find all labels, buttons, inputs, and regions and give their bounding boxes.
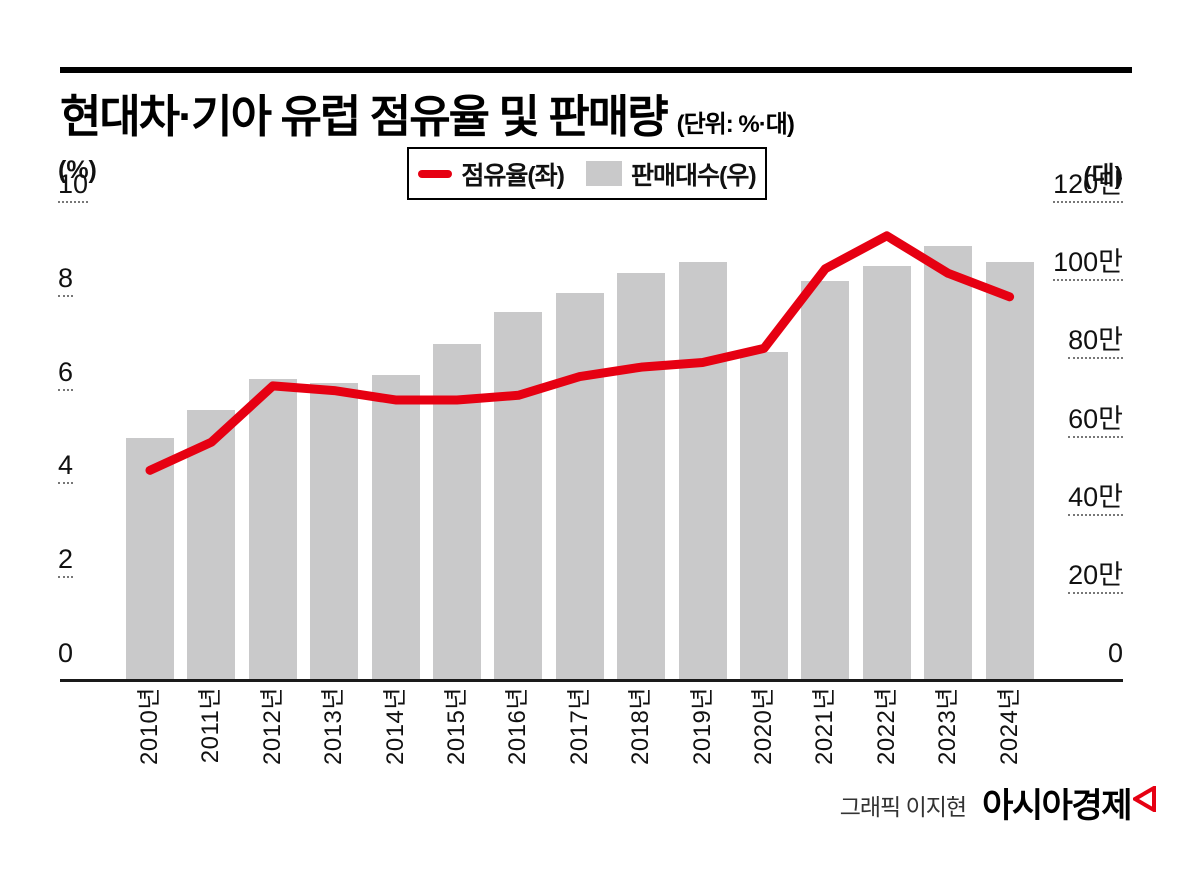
legend-bar-swatch: [586, 161, 622, 186]
graphic-credit: 그래픽 이지현: [839, 794, 967, 820]
publisher-logo: 아시아경제: [982, 787, 1132, 825]
x-axis-label-2010년: 2010년: [136, 687, 163, 765]
x-axis-label-2018년: 2018년: [627, 687, 655, 765]
left-axis-tick-4: 4: [58, 450, 74, 485]
x-axis-label-2021년: 2021년: [811, 687, 839, 765]
bar-2018년: [617, 273, 666, 679]
left-axis-tick-6: 6: [58, 357, 74, 391]
right-axis-tick-20만: 20만: [1068, 560, 1123, 594]
x-axis-line: [60, 679, 1123, 682]
left-axis-tick-8: 8: [58, 263, 74, 297]
bar-2014년: [371, 374, 420, 679]
bar-2015년: [433, 343, 481, 679]
chart-legend: 점유율(좌) 판매대수(우): [407, 147, 767, 200]
x-axis-label-2019년: 2019년: [688, 687, 716, 765]
bar-2022년: [862, 265, 911, 679]
title-text: 현대차·기아 유럽 점유율 및 판매량: [60, 91, 669, 142]
bar-2021년: [801, 281, 850, 679]
legend-label-share: 점유율(좌): [461, 161, 565, 190]
x-axis-label-2013년: 2013년: [320, 687, 348, 765]
bar-2013년: [310, 382, 359, 679]
bar-2020년: [740, 351, 788, 679]
x-axis-label-2014년: 2014년: [381, 687, 409, 765]
top-rule: [60, 67, 1132, 73]
right-axis-header: (대): [1083, 162, 1123, 190]
x-axis-label-2023년: 2023년: [934, 687, 962, 765]
right-axis-tick-40만: 40만: [1068, 482, 1123, 516]
right-axis-tick-0: 0: [1107, 638, 1123, 668]
bar-2012년: [248, 378, 297, 679]
left-axis-header: (%): [58, 156, 97, 184]
title-unit: (단위: %·대): [676, 111, 795, 138]
right-axis-tick-100만: 100만: [1053, 247, 1123, 282]
footer: 그래픽 이지현 아시아경제: [839, 786, 1157, 825]
left-axis-tick-0: 0: [58, 638, 74, 668]
x-axis-label-2012년: 2012년: [258, 687, 286, 765]
legend-label-sales: 판매대수(우): [631, 161, 757, 190]
bar-2024년: [985, 261, 1034, 679]
left-axis-tick-2: 2: [58, 544, 74, 579]
x-axis-label-2017년: 2017년: [565, 687, 593, 765]
left-axis-tick-10: 10: [58, 169, 89, 203]
legend-line-swatch: [418, 169, 453, 178]
right-axis-tick-80만: 80만: [1068, 325, 1123, 360]
right-axis-tick-60만: 60만: [1068, 404, 1123, 438]
right-axis-tick-120만: 120만: [1053, 169, 1123, 203]
bar-2023년: [924, 245, 973, 679]
bar-2017년: [555, 292, 604, 679]
x-axis-label-2022년: 2022년: [872, 687, 900, 765]
bar-2010년: [126, 437, 174, 679]
x-axis-label-2015년: 2015년: [443, 687, 470, 765]
x-axis-label-2020년: 2020년: [750, 687, 777, 765]
bar-2016년: [494, 312, 543, 679]
x-axis-label-2016년: 2016년: [504, 687, 532, 765]
bar-2011년: [187, 410, 236, 679]
x-axis-label-2011년: 2011년: [197, 687, 225, 764]
x-axis-label-2024년: 2024년: [995, 687, 1023, 765]
publisher-logo-mark-icon: [1133, 786, 1156, 812]
page-title: 현대차·기아 유럽 점유율 및 판매량 (단위: %·대): [60, 80, 795, 145]
bar-2019년: [678, 261, 727, 679]
